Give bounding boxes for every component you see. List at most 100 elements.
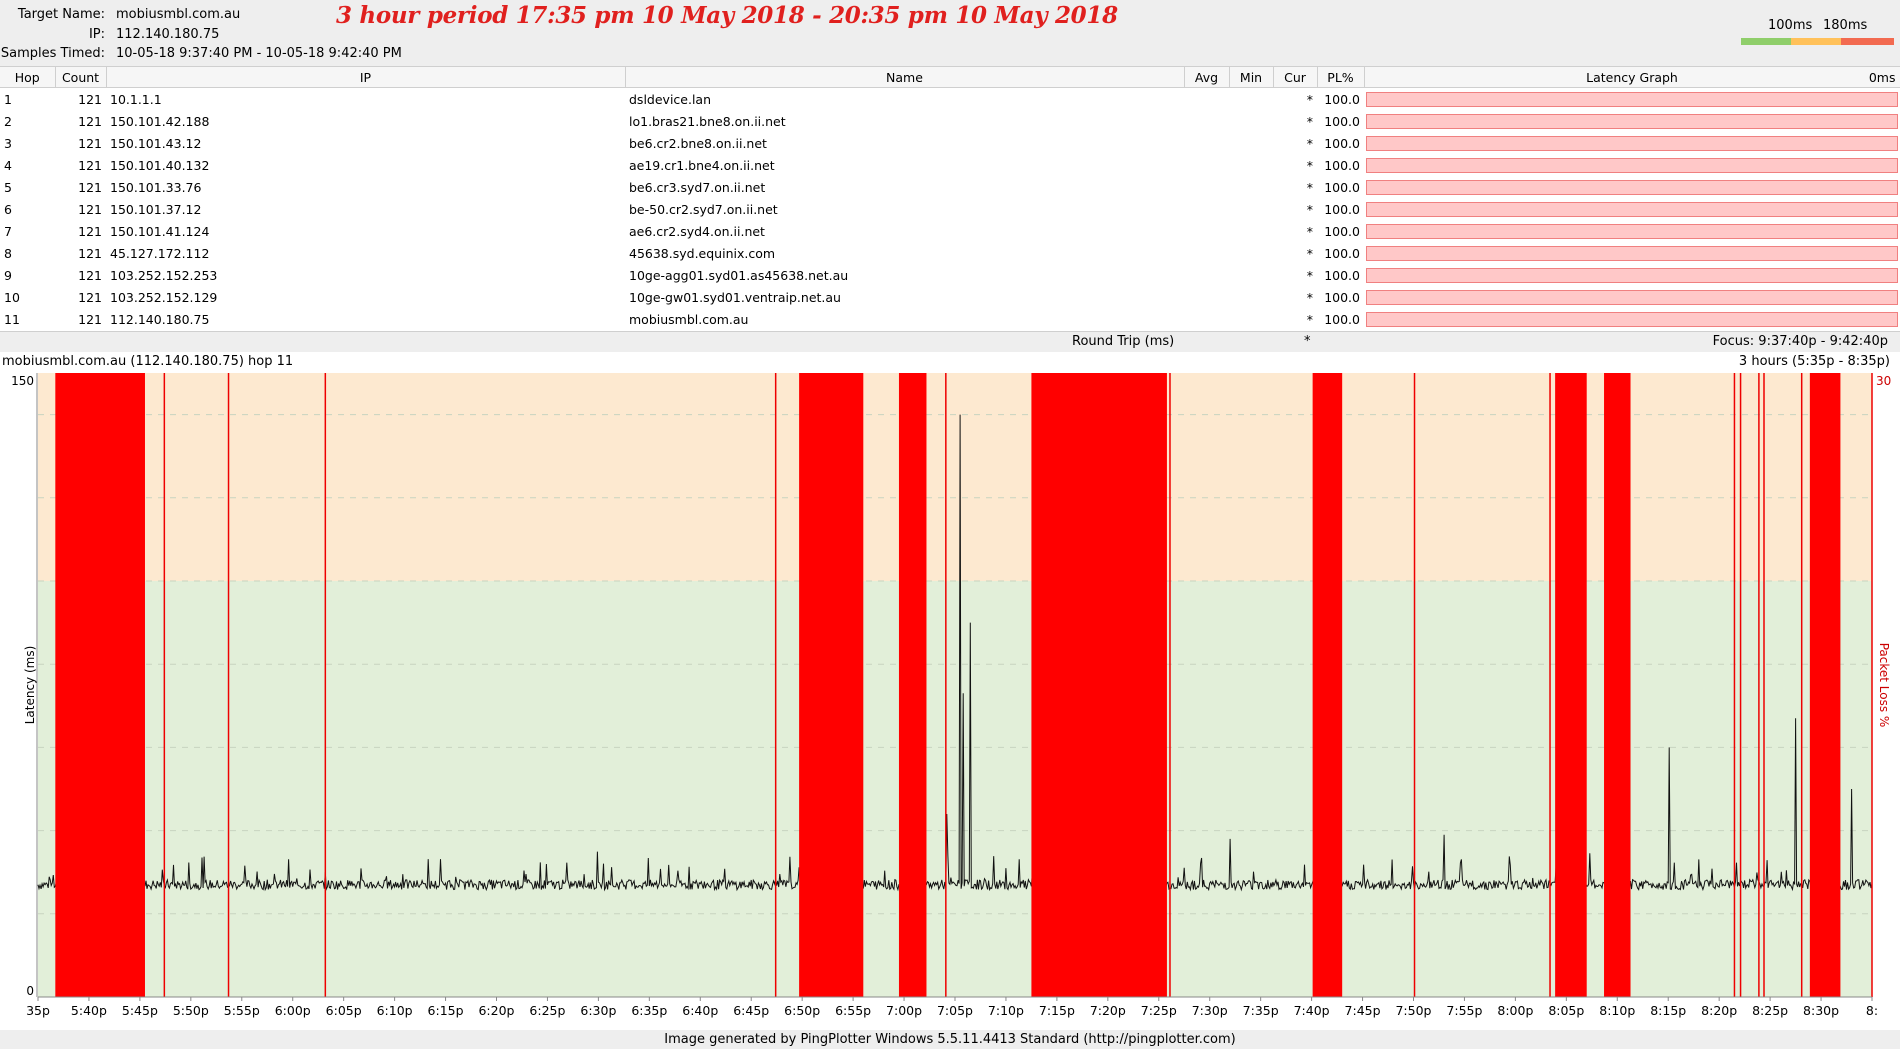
packet-loss-bar <box>1366 267 1898 283</box>
x-tick-label: 8:25p <box>1752 1003 1788 1018</box>
x-tick-label: 6:20p <box>478 1003 514 1018</box>
x-tick-label: 6:35p <box>631 1003 667 1018</box>
min-cell <box>1229 132 1273 154</box>
col-latency-graph-label: Latency Graph <box>1586 69 1678 85</box>
ip-cell: 150.101.42.188 <box>110 113 210 129</box>
table-row[interactable]: 3 121 150.101.43.12 be6.cr2.bne8.on.ii.net *… <box>0 132 1900 154</box>
col-avg[interactable]: Avg <box>1184 66 1230 88</box>
graph-range: 3 hours (5:35p - 8:35p) <box>1738 354 1890 369</box>
name-cell: lo1.bras21.bne8.on.ii.net <box>629 113 786 129</box>
hop-cell: 5 <box>4 179 12 195</box>
table-row[interactable]: 8 121 45.127.172.112 45638.syd.equinix.com *… <box>0 242 1900 264</box>
pl-cell: 100.0 <box>1324 91 1360 107</box>
packet-loss-bar <box>1366 201 1898 217</box>
packet-loss-block <box>1555 373 1587 997</box>
legend-100-label: 100ms <box>1768 18 1813 33</box>
packet-loss-bar <box>1366 135 1898 151</box>
table-row[interactable]: 9 121 103.252.152.253 10ge-agg01.syd01.as45… <box>0 264 1900 286</box>
table-row[interactable]: 10 121 103.252.152.129 10ge-gw01.syd01.vent… <box>0 286 1900 308</box>
col-name[interactable]: Name <box>625 66 1185 88</box>
ip-cell: 150.101.37.12 <box>110 201 202 217</box>
x-tick-label: 7:20p <box>1090 1003 1126 1018</box>
x-tick-label: 6:30p <box>580 1003 616 1018</box>
hop-cell: 11 <box>4 311 20 327</box>
avg-cell <box>1184 154 1229 176</box>
legend-warn-bar <box>1791 38 1841 45</box>
count-cell: 121 <box>78 289 102 305</box>
table-row[interactable]: 5 121 150.101.33.76 be6.cr3.syd7.on.ii.net *… <box>0 176 1900 198</box>
min-cell <box>1229 242 1273 264</box>
col-count[interactable]: Count <box>55 66 107 88</box>
count-cell: 121 <box>78 179 102 195</box>
x-tick-label: 7:00p <box>886 1003 922 1018</box>
avg-cell <box>1184 198 1229 220</box>
table-row[interactable]: 2 121 150.101.42.188 lo1.bras21.bne8.on.ii.… <box>0 110 1900 132</box>
target-info-header: Target Name: mobiusmbl.com.au IP: 112.14… <box>0 0 1900 66</box>
x-tick-label: 8:15p <box>1650 1003 1686 1018</box>
packet-loss-block <box>1809 373 1841 997</box>
packet-loss-block <box>1312 373 1343 997</box>
x-tick-label: 8:20p <box>1701 1003 1737 1018</box>
pl-cell: 100.0 <box>1324 311 1360 327</box>
latency-graph-cell <box>1364 88 1900 111</box>
col-ip[interactable]: IP <box>106 66 626 88</box>
target-name-label: Target Name: <box>17 7 105 22</box>
latency-zone-1 <box>38 373 1872 581</box>
legend-bad-bar <box>1841 38 1894 45</box>
avg-cell <box>1184 176 1229 198</box>
table-row[interactable]: 6 121 150.101.37.12 be-50.cr2.syd7.on.ii.ne… <box>0 198 1900 220</box>
table-row[interactable]: 4 121 150.101.40.132 ae19.cr1.bne4.on.ii.ne… <box>0 154 1900 176</box>
count-cell: 121 <box>78 113 102 129</box>
col-hop[interactable]: Hop <box>0 66 56 88</box>
y-tick-label: 150 <box>11 374 34 388</box>
avg-cell <box>1184 110 1229 132</box>
min-cell <box>1229 220 1273 242</box>
pl-cell: 100.0 <box>1324 113 1360 129</box>
latency-chart[interactable]: 150 0 30 Latency (ms) Packet Loss % 35p 5:40p 5… <box>0 370 1900 1030</box>
count-cell: 121 <box>78 245 102 261</box>
y2-tick-label: 30 <box>1876 374 1891 388</box>
hop-cell: 7 <box>4 223 12 239</box>
pl-cell: 100.0 <box>1324 223 1360 239</box>
ip-cell: 112.140.180.75 <box>110 311 210 327</box>
x-tick-label: 7:40p <box>1294 1003 1330 1018</box>
count-cell: 121 <box>78 267 102 283</box>
latency-graph-cell <box>1364 154 1900 176</box>
x-tick-label: 6:15p <box>428 1003 464 1018</box>
packet-loss-bar <box>1366 113 1898 129</box>
col-latency-graph[interactable]: Latency Graph 0ms <box>1364 66 1900 88</box>
col-cur[interactable]: Cur <box>1273 66 1318 88</box>
latency-graph-cell <box>1364 264 1900 286</box>
x-tick-label: 8:10p <box>1599 1003 1635 1018</box>
pl-cell: 100.0 <box>1324 245 1360 261</box>
x-tick-label: 7:35p <box>1243 1003 1279 1018</box>
x-tick-label: 6:40p <box>682 1003 718 1018</box>
x-tick-label: 6:10p <box>377 1003 413 1018</box>
ip-cell: 103.252.152.129 <box>110 289 218 305</box>
x-tick-label: 6:05p <box>326 1003 362 1018</box>
focus-range: Focus: 9:37:40p - 9:42:40p <box>1712 334 1888 349</box>
cur-cell: * <box>1306 267 1313 283</box>
hop-cell: 4 <box>4 157 12 173</box>
name-cell: mobiusmbl.com.au <box>629 311 749 327</box>
packet-loss-block <box>898 373 927 997</box>
x-tick-label: 5:45p <box>122 1003 158 1018</box>
y-axis-label: Latency (ms) <box>23 646 37 725</box>
col-min[interactable]: Min <box>1229 66 1274 88</box>
latency-zone-0 <box>38 581 1872 997</box>
round-trip-row: Round Trip (ms) * Focus: 9:37:40p - 9:42… <box>0 331 1900 352</box>
x-tick-label: 7:05p <box>937 1003 973 1018</box>
table-row[interactable]: 1 121 10.1.1.1 dsldevice.lan * 100.0 <box>0 88 1900 111</box>
table-row[interactable]: 7 121 150.101.41.124 ae6.cr2.syd4.on.ii.net… <box>0 220 1900 242</box>
ip-cell: 150.101.40.132 <box>110 157 210 173</box>
count-cell: 121 <box>78 135 102 151</box>
packet-loss-block <box>1604 373 1631 997</box>
latency-graph-cell <box>1364 220 1900 242</box>
table-row[interactable]: 11 121 112.140.180.75 mobiusmbl.com.au * 100.… <box>0 308 1900 330</box>
hop-cell: 1 <box>4 91 12 107</box>
col-pl[interactable]: PL% <box>1317 66 1365 88</box>
packet-loss-bar <box>1366 179 1898 195</box>
avg-cell <box>1184 132 1229 154</box>
latency-graph-cell <box>1364 242 1900 264</box>
min-cell <box>1229 308 1273 330</box>
